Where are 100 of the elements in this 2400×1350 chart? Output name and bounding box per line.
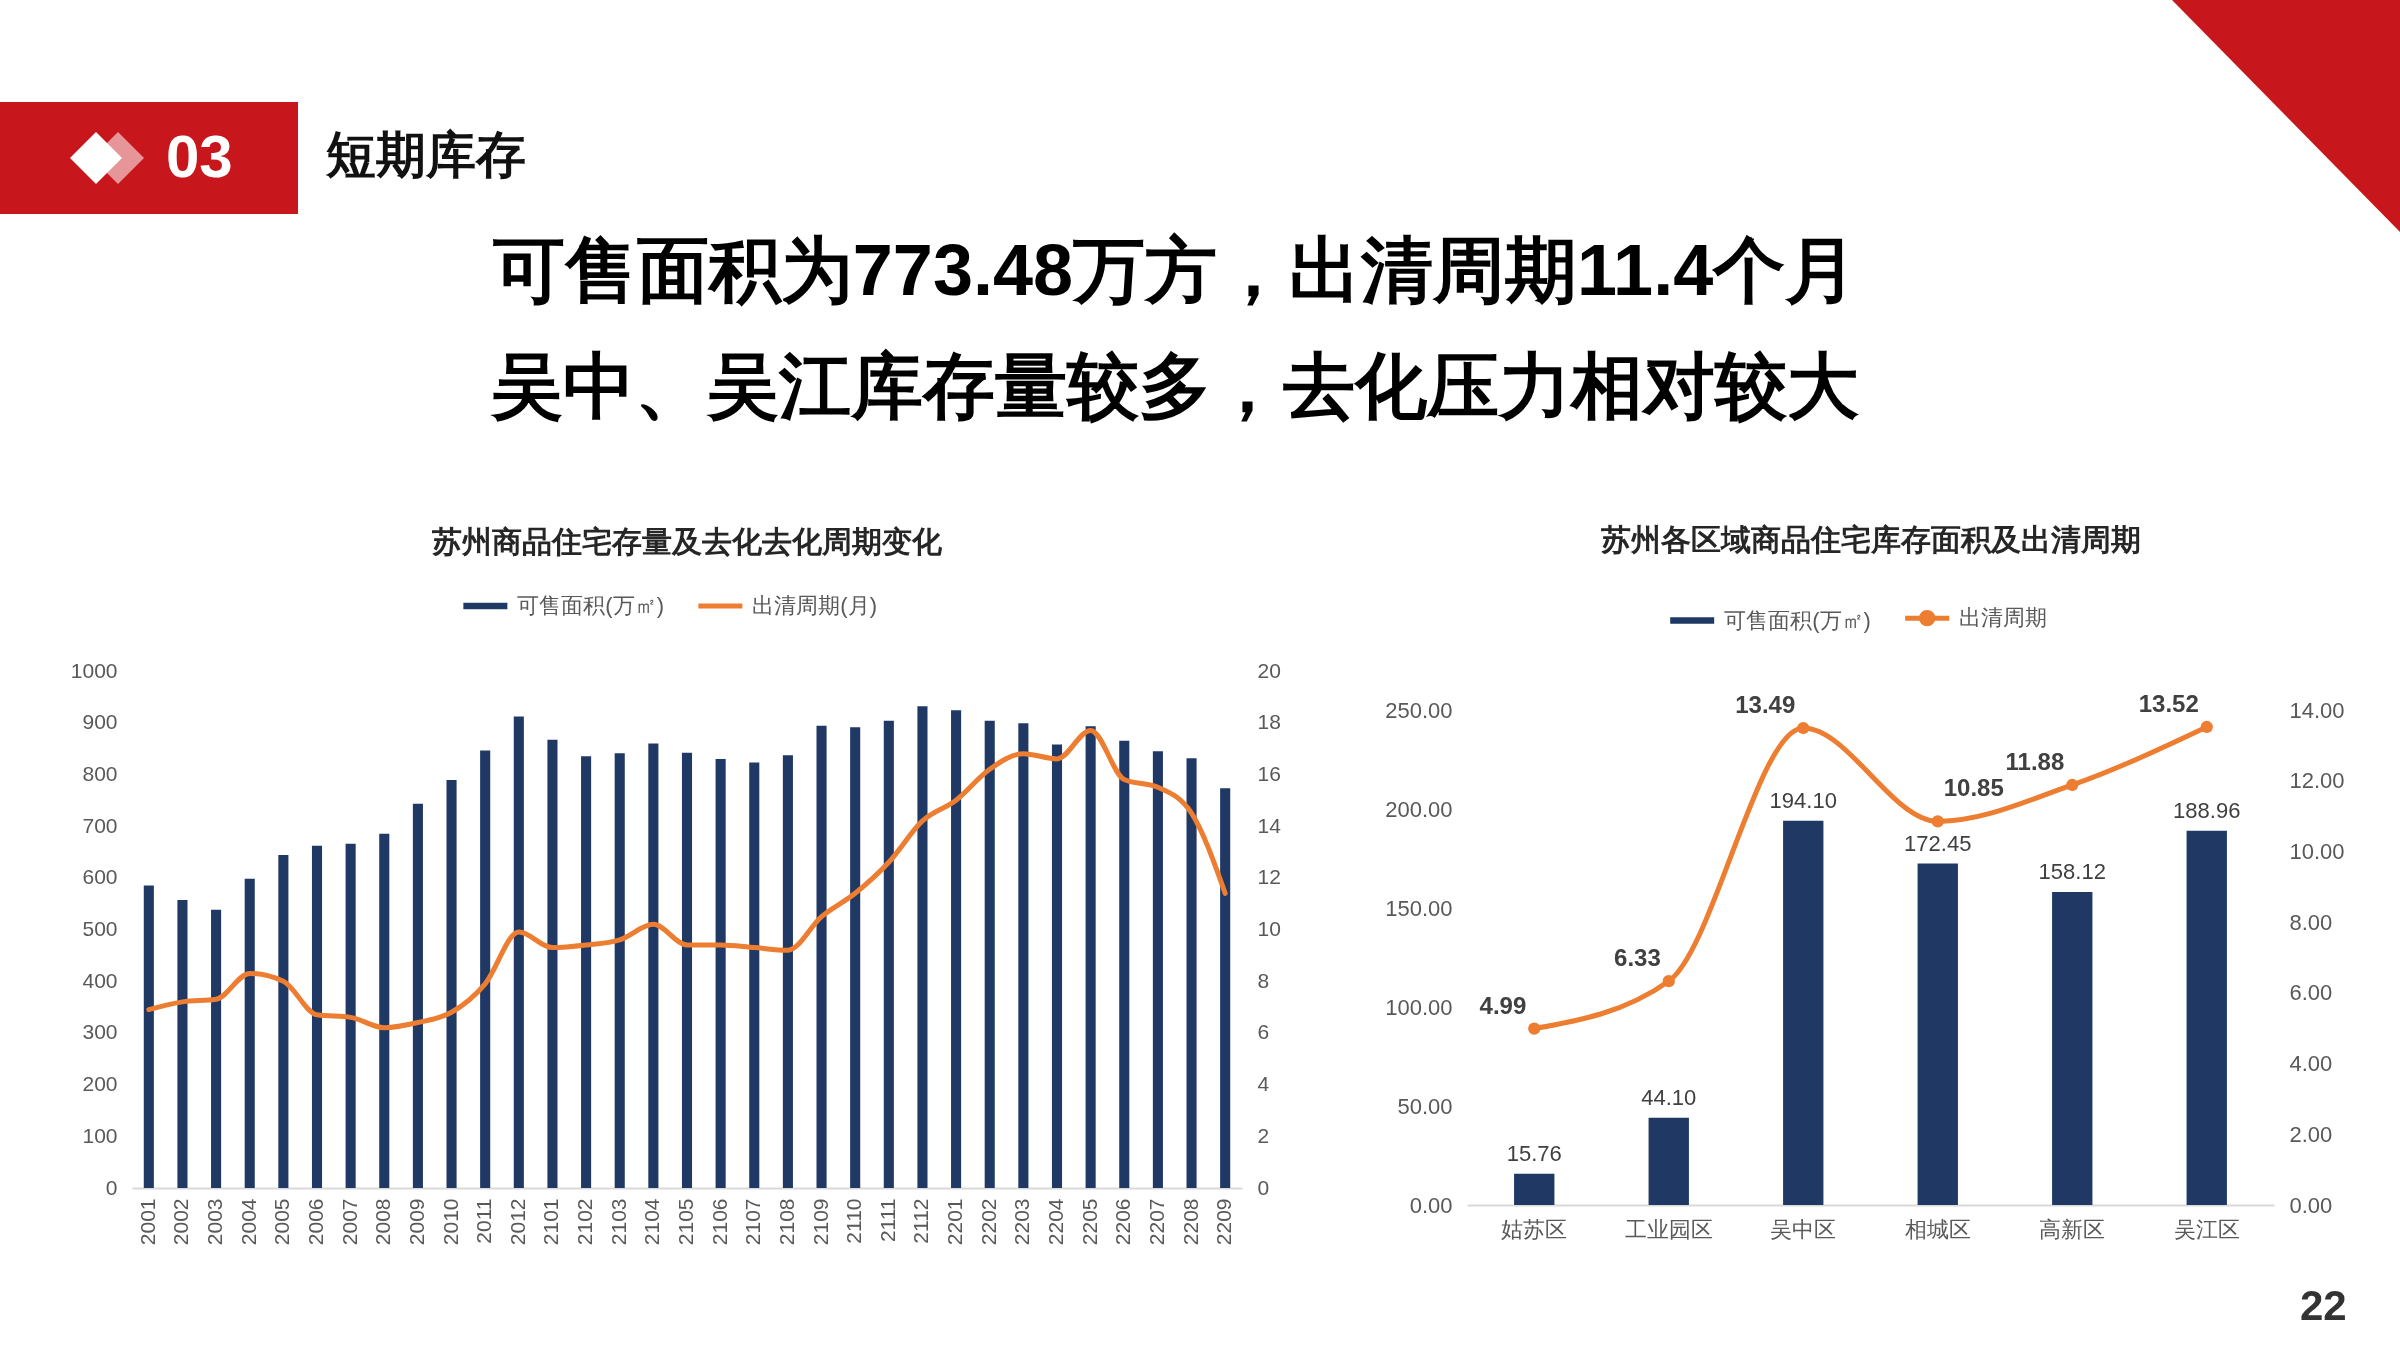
bar (984, 720, 995, 1188)
bar (244, 878, 255, 1188)
x-tick-label: 2006 (304, 1198, 327, 1246)
y2-tick-label: 12.00 (2289, 768, 2345, 794)
y2-tick-label: 6.00 (2289, 980, 2333, 1006)
y-tick-label: 600 (82, 865, 118, 889)
y2-tick-label: 12 (1257, 865, 1281, 889)
data-label: 158.12 (2038, 858, 2106, 884)
data-label: 15.76 (1506, 1140, 1562, 1166)
y2-tick-label: 8.00 (2289, 909, 2333, 935)
x-tick-label: 2008 (371, 1198, 395, 1246)
data-label: 194.10 (1769, 787, 1837, 813)
bar (513, 716, 524, 1188)
y2-tick-label: 0.00 (2289, 1192, 2333, 1218)
bar (850, 727, 861, 1188)
bar (1514, 1173, 1555, 1205)
x-tick-label: 2012 (505, 1198, 529, 1246)
x-tick-label: 2011 (472, 1198, 496, 1244)
x-tick-label: 2111 (875, 1198, 899, 1243)
x-tick-label: 2007 (337, 1198, 361, 1246)
chart-title: 苏州商品住宅存量及去化去化周期变化 (431, 525, 943, 558)
bar (816, 725, 827, 1188)
bar (1152, 751, 1163, 1188)
chart-title: 苏州各区域商品住宅库存面积及出清周期 (1599, 523, 2141, 556)
legend-label: 出清周期 (1959, 605, 2048, 631)
y-tick-label: 400 (82, 968, 118, 992)
x-tick-label: 2108 (774, 1198, 798, 1246)
x-tick-label: 2206 (1111, 1198, 1135, 1246)
text: 短期库存 (326, 127, 526, 185)
x-tick-label: 工业园区 (1624, 1216, 1713, 1242)
bar (782, 755, 793, 1188)
y-tick-label: 900 (82, 710, 118, 734)
bar (480, 750, 491, 1188)
x-tick-label: 2112 (909, 1198, 933, 1244)
x-tick-label: 2009 (404, 1198, 428, 1246)
y2-tick-label: 2.00 (2289, 1121, 2333, 1147)
bar (648, 743, 659, 1188)
x-tick-label: 2207 (1144, 1198, 1168, 1246)
x-tick-label: 2105 (674, 1198, 697, 1246)
x-tick-label: 2101 (539, 1198, 563, 1246)
y-tick-label: 500 (82, 917, 118, 940)
x-tick-label: 2110 (842, 1198, 866, 1244)
y2-tick-label: 14 (1257, 813, 1282, 837)
y2-tick-label: 6 (1257, 1020, 1270, 1044)
data-label: 13.49 (1735, 691, 1796, 719)
bar (1783, 820, 1824, 1205)
data-label: 188.96 (2173, 797, 2241, 823)
x-tick-label: 2204 (1044, 1198, 1067, 1246)
data-label: 13.52 (2138, 689, 2199, 717)
bar (1085, 726, 1096, 1188)
point (2066, 778, 2079, 792)
data-label: 44.10 (1641, 1084, 1697, 1110)
x-tick-label: 2209 (1212, 1198, 1236, 1246)
bar (883, 720, 894, 1188)
x-tick-label: 2003 (203, 1198, 227, 1246)
bar (2052, 891, 2093, 1205)
y2-tick-label: 10.00 (2289, 838, 2345, 864)
y2-tick-label: 14.00 (2289, 697, 2345, 723)
y2-tick-label: 2 (1257, 1123, 1270, 1147)
y-tick-label: 800 (82, 761, 118, 785)
x-tick-label: 2208 (1178, 1198, 1202, 1246)
y2-tick-label: 4 (1257, 1072, 1270, 1096)
bar (917, 706, 928, 1188)
y-tick-label: 300 (82, 1020, 118, 1044)
x-tick-label: 2201 (943, 1198, 967, 1246)
x-tick-label: 姑苏区 (1501, 1216, 1568, 1242)
x-tick-label: 2002 (169, 1198, 193, 1246)
bar (211, 909, 222, 1188)
point (1931, 815, 1944, 828)
bar (951, 710, 962, 1188)
x-tick-label: 相城区 (1904, 1216, 1971, 1242)
x-tick-label: 2005 (270, 1198, 294, 1246)
x-tick-label: 2203 (1010, 1198, 1034, 1246)
text: 吴中、吴江库存量较多，去化压力相对较大 (491, 345, 1859, 428)
x-tick-label: 2001 (135, 1198, 159, 1246)
bar (278, 855, 289, 1188)
point (1797, 721, 1810, 735)
point (2200, 720, 2213, 734)
bar (379, 833, 390, 1188)
legend-label: 可售面积(万㎡) (1724, 607, 1871, 633)
legend-label: 可售面积(万㎡) (517, 593, 665, 618)
y-tick-label: 150.00 (1385, 895, 1453, 921)
x-tick-label: 吴中区 (1770, 1216, 1837, 1242)
y-tick-label: 1000 (70, 658, 118, 682)
y2-tick-label: 18 (1257, 710, 1281, 734)
x-tick-label: 2010 (438, 1198, 462, 1246)
y-tick-label: 0.00 (1409, 1192, 1453, 1218)
x-tick-label: 2107 (741, 1198, 765, 1246)
y2-tick-label: 0 (1257, 1175, 1270, 1199)
y2-tick-label: 20 (1257, 658, 1281, 682)
x-tick-label: 2104 (640, 1198, 664, 1246)
x-tick-label: 2205 (1077, 1198, 1101, 1246)
text: 22 (2300, 1282, 2347, 1331)
y-tick-label: 0 (105, 1175, 118, 1199)
point (1662, 975, 1675, 988)
y2-tick-label: 16 (1257, 761, 1281, 785)
bar (446, 780, 457, 1188)
x-tick-label: 2202 (976, 1198, 1000, 1246)
bar (1186, 758, 1197, 1188)
y-tick-label: 100 (82, 1123, 118, 1147)
